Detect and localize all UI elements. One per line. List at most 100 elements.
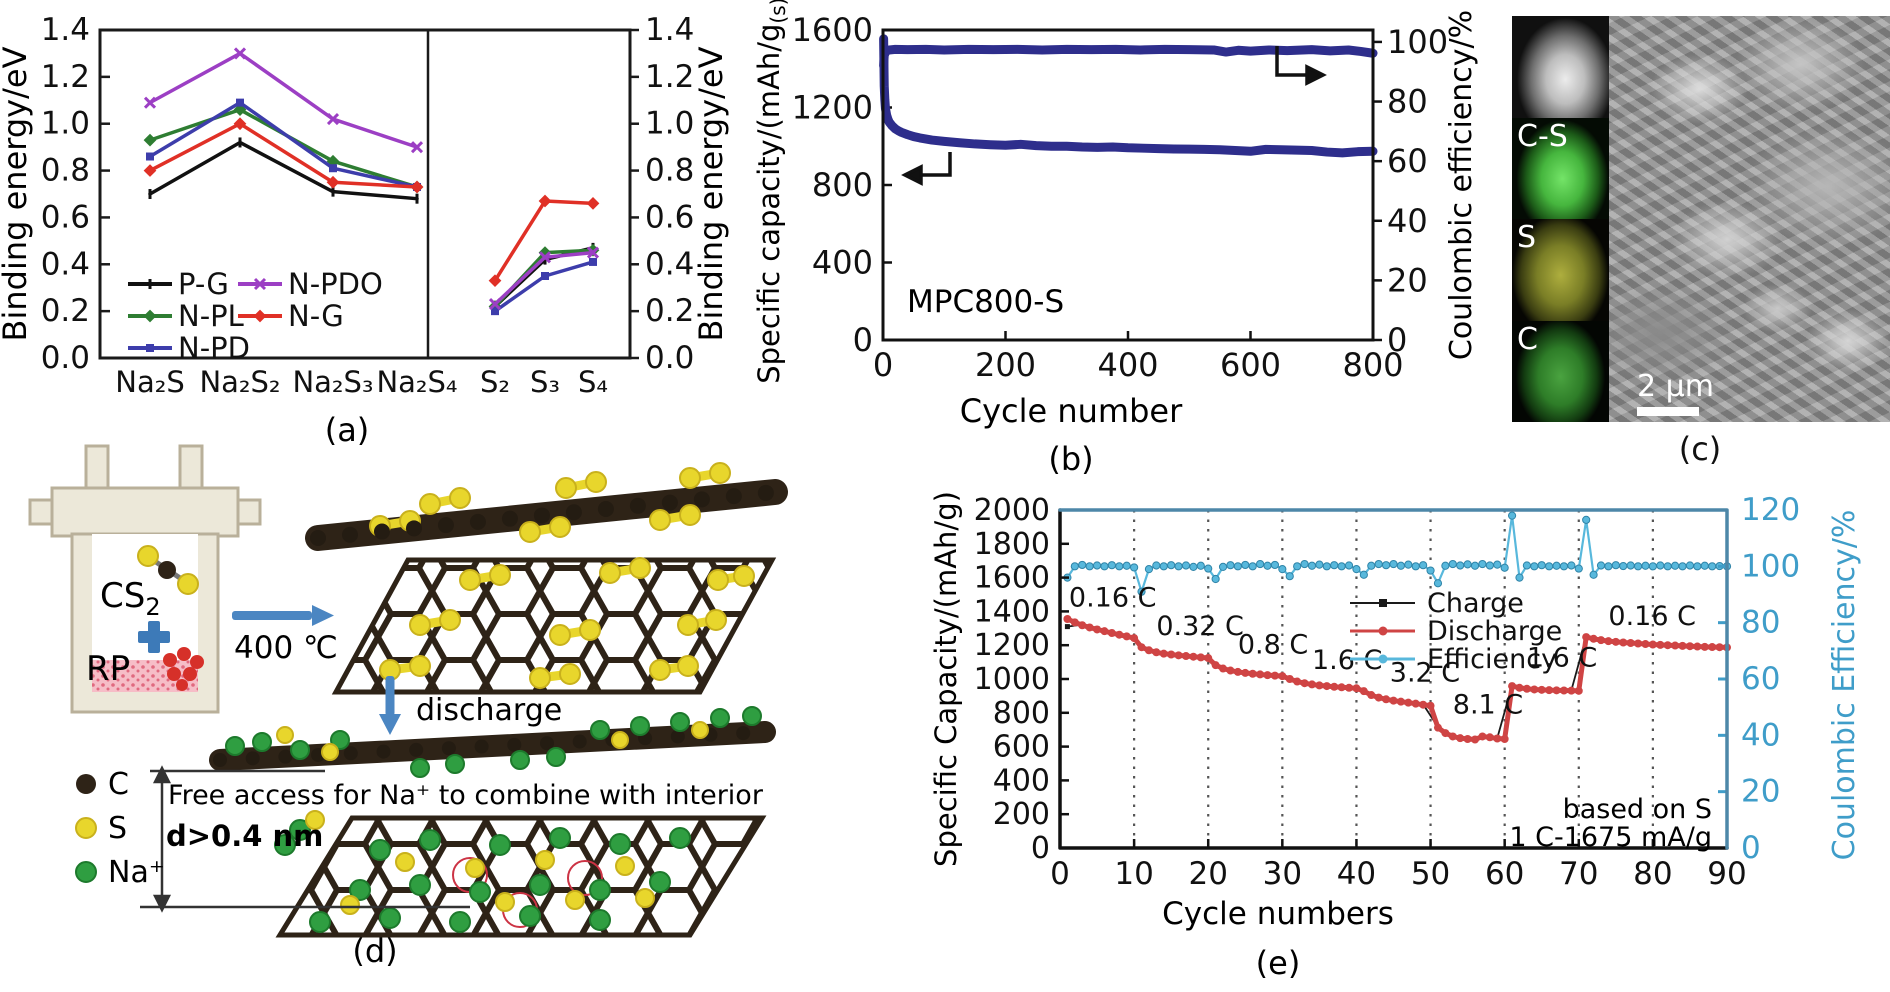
tick-label: 1.4 [645,12,694,48]
tick-label: 120 [1741,492,1800,528]
tick-label: 0 [1031,831,1050,866]
tick-label: 50 [1411,856,1450,892]
tick-label: 0.4 [41,246,90,282]
x-category: Na₂S₂ [199,365,280,399]
series-Coulombic efficiency [879,44,1378,71]
tick-label: 400 [812,244,873,282]
tick-label: 1.4 [41,12,90,48]
panel-c-sem-images: C-S S C 2 μm [1512,16,1890,422]
series-N-PDO [148,51,419,149]
legend-label: Efficiency [1427,644,1557,675]
panel-e-xlabel: Cycle numbers [1162,896,1394,932]
map-c-s: C-S [1512,117,1609,219]
right-axis-arrow-icon [1275,46,1327,86]
tick-label: 20 [1387,261,1428,299]
tick-label: 60 [1485,856,1524,892]
elemental-map-strip: C-S S C [1512,16,1609,422]
tick-label: 30 [1263,856,1302,892]
free-access-text: Free access for Na⁺ to combine with inte… [168,780,764,811]
tick-label: 70 [1559,856,1598,892]
tick-label: 1.0 [645,106,694,142]
scale-bar: 2 μm [1637,369,1714,416]
tick-label: 100 [1741,548,1800,584]
legend-label-c: C [108,767,129,802]
panel-e-plot: 0200400600800100012001400160018002000020… [974,492,1801,892]
sodium-sulfur-clusters [274,810,691,933]
tick-label: 400 [1097,346,1158,384]
legend-label-s: S [108,811,127,846]
tick-label: 0.4 [645,246,694,282]
tick-label: 80 [1741,605,1780,641]
legend-label: N-PD [178,331,250,365]
discharge-label: discharge [416,693,562,728]
tick-label: 0 [1050,856,1070,892]
panel-e-rate-chart: Specific Capacity/(mAh/g) Coulombic Effi… [929,491,1862,982]
marker [326,175,340,189]
tick-label: 1.0 [41,106,90,142]
map-label-c-s: C-S [1517,118,1568,154]
note-c-rate: 1 C-1675 mA/g [1509,822,1712,853]
tick-label: 1800 [974,527,1050,562]
tick-label: 0.2 [41,293,90,329]
panel-c-caption: (c) [1678,430,1722,468]
sodium-sulfur-clusters [213,706,762,778]
tick-label: 10 [1114,856,1153,892]
cs2-label: CS2 [100,576,161,621]
marker [143,164,157,177]
marker [491,307,499,316]
tick-label: 1200 [792,89,873,127]
tick-label: 800 [993,696,1050,731]
marker [233,117,247,131]
series-Efficiency [1066,514,1729,593]
x-category: S₂ [480,365,510,399]
panel-b-xlabel: Cycle number [960,392,1183,430]
rate-label: 3.2 C [1390,658,1460,689]
panel-a-ylabel-left: Binding energy/eV [0,46,34,341]
marker [143,309,157,323]
plus-icon [138,621,170,653]
panel-b-ylabel-right: Coulombic efficiency/% [1444,10,1479,360]
panel-e-ylabel-left: Specific Capacity/(mAh/g) [929,491,963,867]
tick-label: 0.8 [41,153,90,189]
axes-left-bottom [1058,508,1729,850]
discharge-arrow-icon [379,676,401,735]
gap-text: d>0.4 nm [166,819,323,853]
marker [329,164,337,173]
sulfur-graphene-sheet-top [305,462,788,551]
x-category: S₄ [578,365,608,399]
tick-label: 1.2 [41,59,90,95]
marker [541,272,549,280]
tick-label: 800 [1342,346,1403,384]
electron-image [1512,16,1609,118]
tick-label: 60 [1741,661,1780,697]
sodium-dot-icon [75,861,97,883]
tick-label: 200 [993,797,1050,832]
tick-label: 80 [1387,83,1428,121]
marker [236,98,244,107]
tick-label: 1200 [974,628,1050,663]
legend-label-na: Na⁺ [108,855,165,890]
tick-label: 600 [1220,346,1281,384]
tick-label: 40 [1337,856,1376,892]
tick-label: 1.2 [645,59,694,95]
sodiated-sheet-hex [274,810,767,938]
sem-image: 2 μm [1609,16,1890,422]
note-based-on-s: based on S [1563,794,1712,825]
red-phosphorus-cluster [163,647,204,691]
map-c: C [1512,320,1609,422]
panel-a-ylabel-right: Binding energy/eV [692,46,730,341]
sodiated-sheet-top [209,706,776,778]
tick-label: 20 [1188,856,1227,892]
rate-label: 0.8 C [1238,630,1308,661]
legend-label: P-G [178,267,229,301]
tick-label: 60 [1387,142,1428,180]
axes-top-right [1058,508,1729,850]
panel-a-plot: 0.0 0.0 0.2 0.2 0.4 0.4 0.6 0.6 0.8 0.8 1.0 1.0 1.2 1… [41,12,695,399]
x-category: S₃ [530,365,560,399]
panel-e-ylabel-right: Coulombic Efficiency/% [1827,510,1862,861]
marker [146,344,154,352]
x-category: Na₂S₄ [376,365,457,399]
tick-label: 1600 [974,561,1050,596]
tick-label: 800 [812,166,873,204]
left-axis-arrow-icon [901,152,952,186]
